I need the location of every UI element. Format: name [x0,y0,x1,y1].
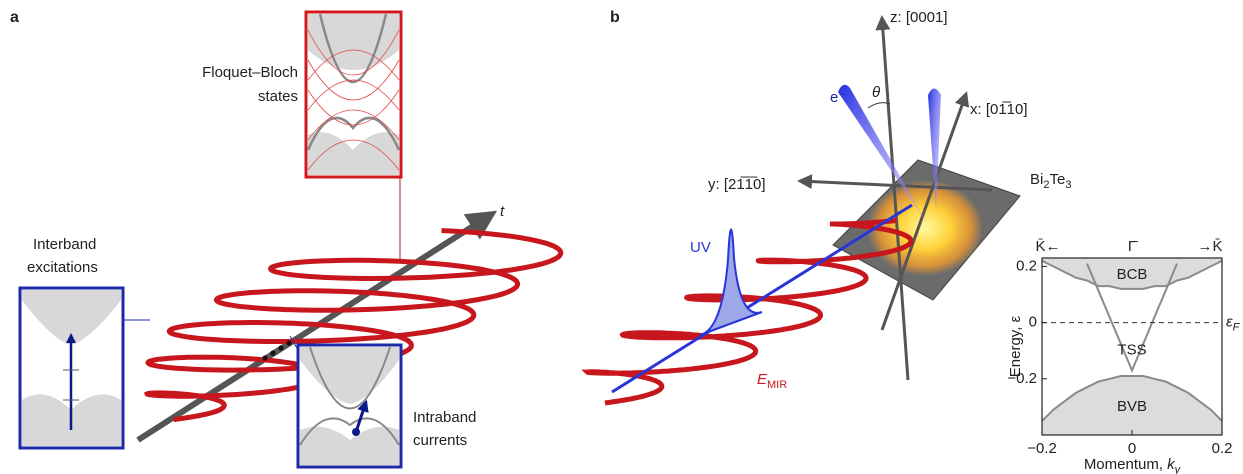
angle-label: θ [872,84,880,101]
panel-label: a [10,9,19,26]
uv-label: UV [690,239,711,256]
x-axis-label: x: [01̅10] [970,101,1028,118]
material-label: Bi2Te3 [1030,171,1071,191]
top-label: →K̄ [1197,238,1222,255]
band-annotation: TSS [1117,342,1146,359]
y-axis-label: Energy, ε [1007,315,1024,377]
text: MIR [767,379,787,391]
band-annotation: BCB [1117,266,1148,283]
floquet-label: states [258,88,298,105]
interband-label: Interband [33,236,96,253]
y-axis-label: y: [21̅1̅0] [708,176,766,193]
fermi-label: εF [1226,314,1241,334]
uv-beam [612,205,912,392]
text: y [1174,464,1182,474]
interband-label: excitations [27,259,98,276]
field-label: EMIR [757,371,787,391]
y-tick-label: 0.2 [1016,257,1037,274]
intraband-label: currents [413,432,467,449]
top-label: K̄← [1035,238,1060,255]
band-annotation: BVB [1117,398,1147,415]
intraband-inset [298,345,401,467]
y-tick-label: 0 [1029,314,1037,331]
floquet-label: Floquet–Bloch [202,64,298,81]
sample [833,160,1020,300]
x-axis-label: Momentum, ky [1084,456,1182,474]
figure: a t Floquet–Bloch states Interband excit… [0,0,1243,474]
panel-label: b [610,9,620,26]
text: Momentum, [1084,456,1167,473]
x-tick-label: 0.2 [1212,440,1233,457]
electron-label: e⁻ [830,89,846,106]
floquet-inset [306,12,401,177]
x-tick-label: −0.2 [1027,440,1057,457]
top-label: Γ̄ [1128,238,1138,255]
angle-arc [868,103,890,108]
z-axis-label: z: [0001] [890,9,948,26]
text: F [1233,322,1241,334]
text: Te [1049,171,1065,188]
time-label: t [500,203,505,220]
interband-inset [20,288,123,448]
x-tick-label: 0 [1128,440,1136,457]
intraband-label: Intraband [413,409,476,426]
text: Bi [1030,171,1043,188]
text: 3 [1065,179,1071,191]
